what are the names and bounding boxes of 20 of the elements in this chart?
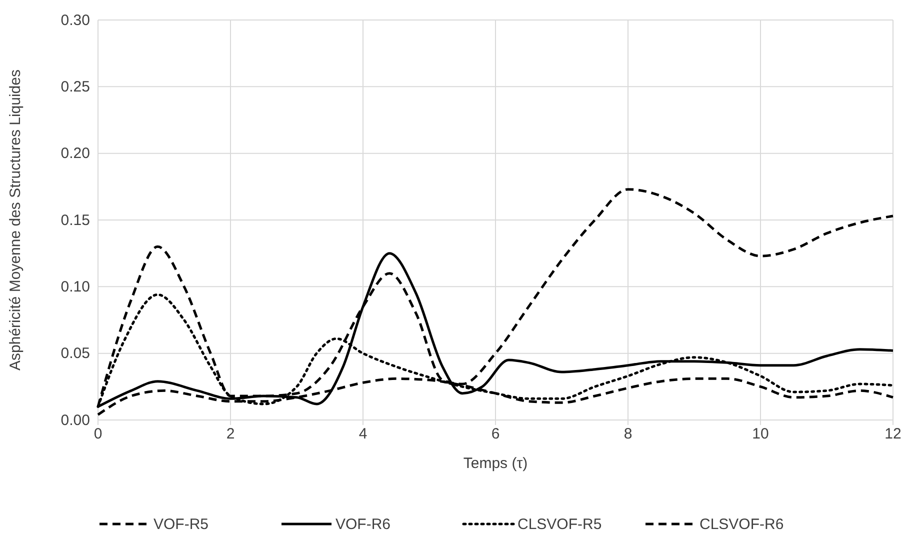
- x-tick-label: 4: [358, 426, 368, 443]
- x-tick-label: 0: [94, 426, 102, 443]
- legend-label: VOF-R6: [336, 516, 391, 533]
- y-tick-label: 0.00: [60, 412, 90, 429]
- y-tick-label: 0.15: [60, 212, 90, 229]
- legend-label: CLSVOF-R5: [518, 516, 602, 533]
- legend-label: CLSVOF-R6: [700, 516, 784, 533]
- x-tick-label: 12: [884, 426, 902, 443]
- x-axis-title: Temps (τ): [463, 455, 528, 472]
- x-tick-label: 6: [491, 426, 500, 443]
- y-axis-title: Asphéricité Moyenne des Structures Liquides: [7, 70, 24, 370]
- y-tick-label: 0.30: [60, 12, 90, 29]
- y-tick-label: 0.05: [60, 345, 90, 362]
- x-tick-label: 8: [624, 426, 632, 443]
- y-tick-label: 0.25: [60, 78, 90, 96]
- x-tick-label: 10: [752, 426, 769, 443]
- y-tick-label: 0.20: [60, 145, 90, 162]
- y-tick-label: 0.10: [60, 278, 90, 296]
- legend-label: VOF-R5: [154, 516, 209, 533]
- x-tick-label: 2: [226, 426, 235, 443]
